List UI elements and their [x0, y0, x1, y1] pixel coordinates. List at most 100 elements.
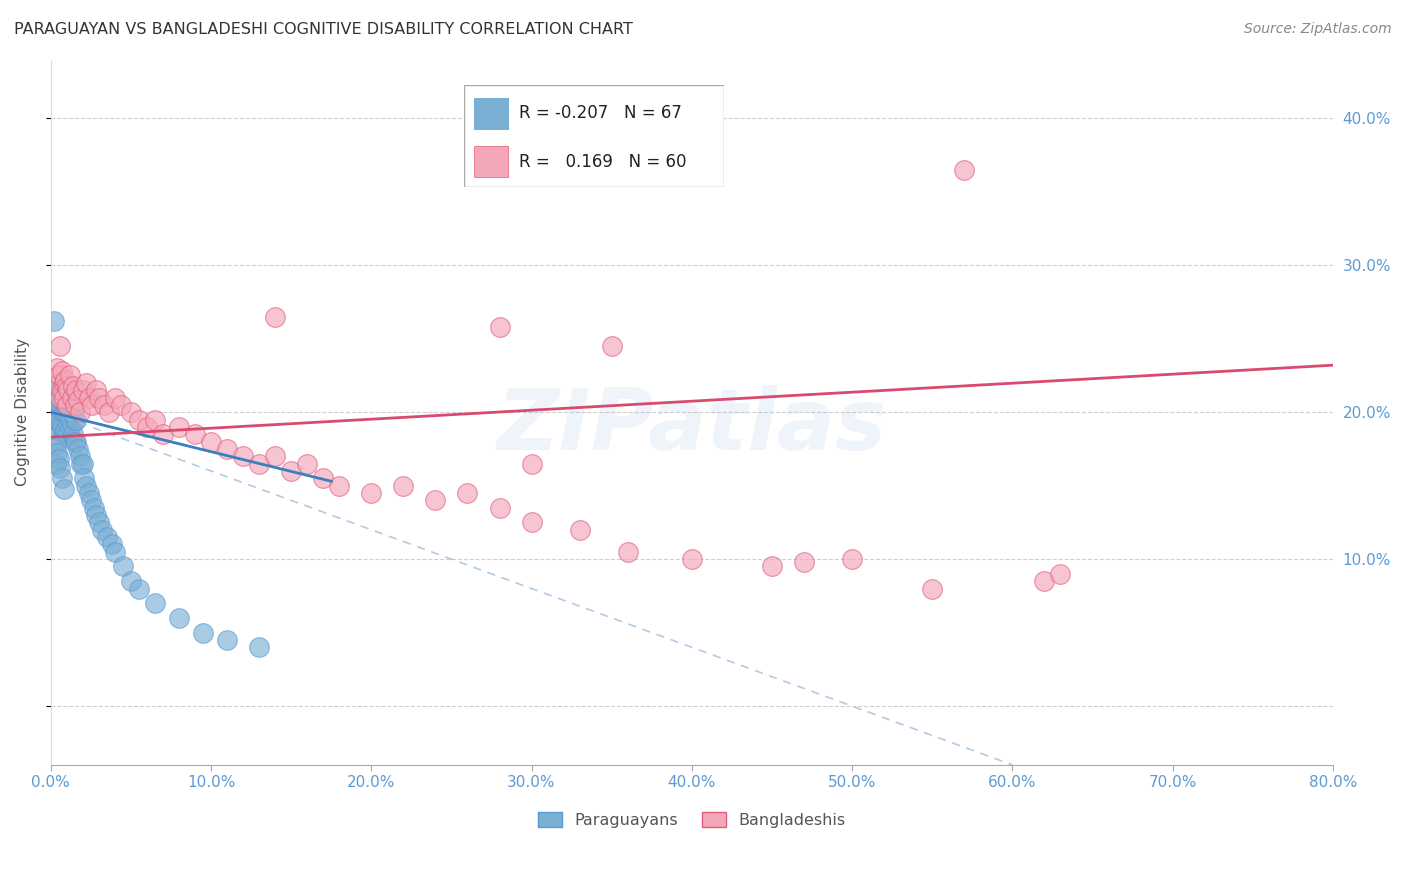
- Point: [456, 486, 478, 500]
- Point: [73, 471, 96, 485]
- Point: [51, 383, 73, 397]
- Point: [217, 632, 239, 647]
- Point: [45, 437, 67, 451]
- Text: R = -0.207   N = 67: R = -0.207 N = 67: [519, 104, 682, 122]
- Point: [616, 545, 638, 559]
- Point: [51, 471, 73, 485]
- Point: [63, 434, 86, 449]
- Point: [568, 523, 591, 537]
- Point: [49, 417, 72, 431]
- Point: [264, 310, 287, 324]
- Point: [53, 373, 76, 387]
- FancyBboxPatch shape: [474, 146, 508, 177]
- Point: [80, 493, 103, 508]
- Point: [152, 427, 174, 442]
- Point: [681, 552, 703, 566]
- Point: [69, 450, 91, 464]
- Point: [46, 405, 69, 419]
- Text: PARAGUAYAN VS BANGLADESHI COGNITIVE DISABILITY CORRELATION CHART: PARAGUAYAN VS BANGLADESHI COGNITIVE DISA…: [14, 22, 633, 37]
- Point: [56, 427, 79, 442]
- Point: [217, 442, 239, 456]
- Point: [79, 391, 101, 405]
- Point: [46, 361, 69, 376]
- Point: [75, 376, 97, 390]
- Point: [48, 412, 70, 426]
- Point: [46, 446, 69, 460]
- Point: [72, 383, 94, 397]
- Point: [69, 405, 91, 419]
- Point: [49, 339, 72, 353]
- Point: [100, 537, 122, 551]
- Point: [45, 378, 67, 392]
- Point: [191, 625, 214, 640]
- Point: [953, 162, 976, 177]
- Point: [67, 442, 90, 456]
- Point: [97, 405, 120, 419]
- Point: [280, 464, 302, 478]
- Point: [84, 508, 107, 522]
- Point: [51, 364, 73, 378]
- Point: [49, 461, 72, 475]
- Point: [520, 457, 543, 471]
- Point: [83, 500, 105, 515]
- Point: [167, 611, 190, 625]
- Point: [167, 420, 190, 434]
- Point: [49, 398, 72, 412]
- Point: [52, 427, 75, 442]
- FancyBboxPatch shape: [474, 98, 508, 128]
- Point: [60, 398, 83, 412]
- Point: [46, 391, 69, 405]
- Point: [87, 391, 110, 405]
- Point: [1049, 566, 1071, 581]
- Point: [62, 378, 84, 392]
- Point: [59, 412, 82, 426]
- Point: [65, 412, 87, 426]
- Point: [87, 516, 110, 530]
- Point: [60, 391, 83, 405]
- Point: [360, 486, 382, 500]
- Point: [79, 486, 101, 500]
- Point: [488, 320, 510, 334]
- Point: [48, 383, 70, 397]
- Point: [104, 391, 127, 405]
- Text: ZIPatlas: ZIPatlas: [496, 384, 887, 467]
- Point: [56, 405, 79, 419]
- Point: [110, 398, 132, 412]
- Point: [58, 417, 80, 431]
- Point: [46, 423, 69, 437]
- Point: [42, 412, 65, 426]
- Point: [49, 391, 72, 405]
- Point: [82, 398, 104, 412]
- Point: [62, 427, 84, 442]
- Point: [62, 405, 84, 419]
- Point: [128, 412, 150, 426]
- Point: [51, 405, 73, 419]
- Point: [600, 339, 623, 353]
- Point: [52, 376, 75, 390]
- Point: [297, 457, 319, 471]
- Point: [520, 516, 543, 530]
- Point: [48, 376, 70, 390]
- Point: [48, 368, 70, 383]
- Point: [56, 383, 79, 397]
- Text: Source: ZipAtlas.com: Source: ZipAtlas.com: [1244, 22, 1392, 37]
- Point: [52, 405, 75, 419]
- Point: [247, 457, 270, 471]
- Point: [488, 500, 510, 515]
- Point: [60, 417, 83, 431]
- Point: [84, 383, 107, 397]
- Point: [93, 398, 115, 412]
- Point: [56, 398, 79, 412]
- Point: [53, 405, 76, 419]
- Point: [921, 582, 943, 596]
- Point: [200, 434, 222, 449]
- Point: [312, 471, 335, 485]
- Point: [841, 552, 863, 566]
- Point: [51, 420, 73, 434]
- Point: [72, 457, 94, 471]
- Point: [45, 434, 67, 449]
- Point: [232, 450, 254, 464]
- Point: [247, 640, 270, 655]
- Point: [120, 405, 142, 419]
- Point: [52, 383, 75, 397]
